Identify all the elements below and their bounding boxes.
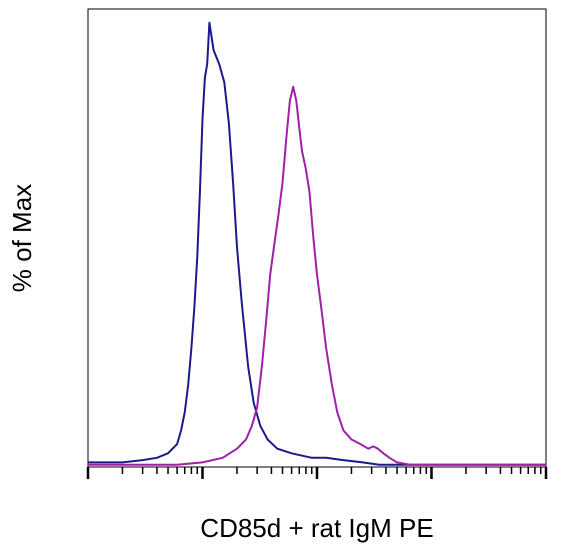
x-axis-ticks — [86, 467, 548, 479]
series-line-1 — [88, 21, 546, 466]
plot-frame — [87, 8, 547, 468]
series-line-2 — [88, 85, 546, 466]
y-axis-label: % of Max — [7, 184, 37, 292]
series-layer — [88, 21, 546, 466]
x-axis-label: CD85d + rat IgM PE — [200, 513, 433, 543]
